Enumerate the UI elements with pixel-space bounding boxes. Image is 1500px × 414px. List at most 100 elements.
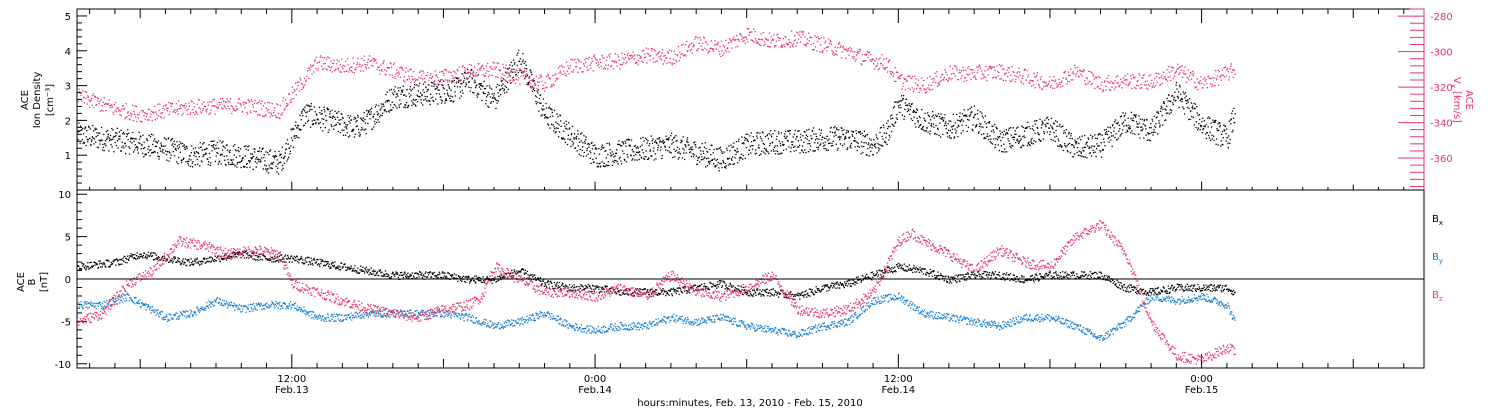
density-point [1180,94,1181,95]
vx-point [743,37,744,38]
vx-point [379,70,380,71]
vx-point [1103,90,1104,91]
density-point [1065,146,1066,147]
density-point [724,151,725,152]
by-point [79,306,80,307]
vx-point [323,63,324,64]
vx-point [699,37,700,38]
density-point [737,148,738,149]
density-point [720,149,721,150]
density-point [959,112,960,113]
density-point [769,133,770,134]
density-point [773,149,774,150]
vx-point [625,63,626,64]
vx-point [1116,76,1117,77]
density-point [433,86,434,87]
density-point [1176,82,1177,83]
density-point [833,127,834,128]
density-point [1090,147,1091,148]
vx-point [1077,67,1078,68]
density-point [345,135,346,136]
vx-point [1161,77,1162,78]
vx-point [264,102,265,103]
density-point [944,125,945,126]
density-point [775,153,776,154]
vx-point [567,65,568,66]
density-point [1160,125,1161,126]
vx-point [1037,80,1038,81]
density-point [1095,138,1096,139]
vx-point [691,43,692,44]
vx-point [782,47,783,48]
density-point [200,147,201,148]
vx-point [627,55,628,56]
density-point [757,132,758,133]
vx-point [1145,84,1146,85]
vx-point [1172,67,1173,68]
vx-point [601,66,602,67]
density-point [815,150,816,151]
vx-point [614,61,615,62]
vx-point [418,77,419,78]
vx-point [1010,80,1011,81]
density-point [655,158,656,159]
vx-point [299,90,300,91]
vx-point [694,38,695,39]
density-point [254,151,255,152]
vx-point [1063,77,1064,78]
vx-point [955,75,956,76]
density-point [324,111,325,112]
density-point [956,130,957,131]
density-point [849,137,850,138]
density-point [418,90,419,91]
by-point [115,298,116,299]
density-point [966,125,967,126]
vx-point [644,57,645,58]
density-point [1057,145,1058,146]
density-point [1152,134,1153,135]
density-point [1203,128,1204,129]
vx-point [672,64,673,65]
density-point [722,160,723,161]
density-point [216,155,217,156]
density-point [1055,141,1056,142]
density-point [268,172,269,173]
vx-point [1111,87,1112,88]
density-point [704,157,705,158]
vx-point [1033,84,1034,85]
vx-point [1117,75,1118,76]
density-point [1039,119,1040,120]
density-point [959,120,960,121]
density-point [496,100,497,101]
vx-point [1168,77,1169,78]
density-point [777,145,778,146]
density-point [323,119,324,120]
density-point [788,141,789,142]
vx-point [604,67,605,68]
density-point [1149,140,1150,141]
vx-point [240,104,241,105]
vx-point [879,68,880,69]
density-point [815,139,816,140]
density-point [1119,128,1120,129]
density-point [971,107,972,108]
density-point [590,158,591,159]
vx-point [253,111,254,112]
vx-point [1000,66,1001,67]
vx-point [811,37,812,38]
density-point [873,139,874,140]
density-point [688,144,689,145]
density-point [141,144,142,145]
vx-point [641,57,642,58]
density-point [150,136,151,137]
vx-point [1075,75,1076,76]
vx-point [648,54,649,55]
vx-point [477,69,478,70]
by-point [149,308,150,309]
density-point [584,141,585,142]
density-point [378,105,379,106]
density-point [497,84,498,85]
density-point [507,68,508,69]
vx-point [828,46,829,47]
density-point [1188,102,1189,103]
